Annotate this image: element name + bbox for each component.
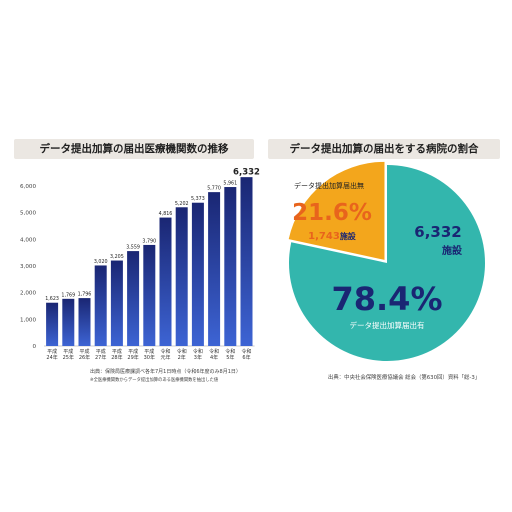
bar [46, 302, 59, 346]
bar-value-label: 4,816 [159, 211, 173, 217]
x-tick-label-year: 27年 [95, 354, 106, 361]
x-tick-label-era: 令和 [225, 348, 235, 355]
bar-chart: 01,0002,0003,0004,0005,0006,0001,623平成24… [20, 168, 260, 361]
bar-value-label: 5,770 [207, 186, 221, 192]
bar [208, 192, 221, 346]
y-tick-label: 3,000 [20, 264, 36, 270]
bar-value-label: 1,769 [61, 292, 75, 298]
bar-chart-footnote: ※全医療機関数からデータ提出加算のある医療機関数を抽出した値 [90, 378, 219, 383]
pie-count-with: 6,332 [414, 223, 461, 241]
x-tick-label-year: 25年 [63, 354, 74, 361]
x-tick-label-era: 平成 [79, 348, 89, 355]
x-tick-label-year: 28年 [111, 354, 122, 361]
y-tick-label: 4,000 [20, 237, 36, 243]
x-tick-label-year: 30年 [144, 354, 155, 361]
x-tick-label-year: 元年 [160, 354, 170, 361]
bar [78, 298, 91, 346]
bar [143, 244, 156, 346]
bar [224, 187, 237, 346]
pie-pct-without: 21.6% [292, 200, 372, 226]
x-tick-label-era: 平成 [112, 348, 122, 355]
x-tick-label-year: 5年 [226, 354, 234, 361]
pie-slice-with [289, 165, 485, 361]
pie-chart-title: データ提出加算の届出をする病院の割合 [268, 139, 500, 159]
pie-label-with: データ提出加算届出有 [350, 320, 425, 330]
pie-count-with-unit: 施設 [442, 244, 463, 257]
bar-value-label: 5,961 [223, 181, 237, 187]
bar [62, 298, 75, 346]
bar-value-label: 3,205 [110, 254, 124, 260]
x-tick-label-era: 平成 [144, 348, 154, 355]
bar [159, 217, 172, 346]
x-tick-label-year: 6年 [242, 354, 250, 361]
bar [175, 207, 188, 346]
bar-value-label: 3,790 [142, 238, 156, 244]
x-tick-label-era: 平成 [128, 348, 138, 355]
x-tick-label-year: 2年 [178, 354, 186, 361]
pie-slice-without [288, 161, 385, 260]
pie-chart: データ提出加算届出無 21.6% 1,743施設 6,332 施設 78.4% データ提出加… [288, 161, 485, 361]
x-tick-label-year: 4年 [210, 354, 218, 361]
bar-value-label: 1,623 [45, 296, 59, 302]
x-tick-label-era: 平成 [47, 348, 57, 355]
bar-value-label: 5,373 [191, 196, 205, 202]
y-tick-label: 0 [32, 344, 36, 350]
pie-label-without: データ提出加算届出無 [294, 181, 364, 190]
x-tick-label-era: 令和 [177, 348, 187, 355]
pie-chart-source: 出典：中央社会保険医療協議会 総会（第630回）資料「総-3」 [328, 375, 481, 381]
x-tick-label-year: 26年 [79, 354, 90, 361]
bar [191, 202, 204, 346]
y-tick-label: 6,000 [20, 184, 36, 190]
y-tick-label: 1,000 [20, 317, 36, 323]
x-tick-label-year: 29年 [127, 354, 138, 361]
bar [127, 251, 140, 346]
bar-value-label: 6,332 [233, 168, 260, 178]
bar-value-label: 3,559 [126, 245, 140, 251]
bar-value-label: 1,796 [78, 292, 92, 298]
pie-count-without: 1,743施設 [308, 231, 357, 242]
x-tick-label-era: 平成 [96, 348, 106, 355]
x-tick-label-year: 3年 [194, 354, 202, 361]
x-tick-label-era: 令和 [160, 348, 170, 355]
x-tick-label-era: 令和 [209, 348, 219, 355]
bar [110, 260, 123, 346]
bar-value-label: 5,202 [175, 201, 189, 207]
x-tick-label-era: 令和 [241, 348, 251, 355]
bar-value-label: 3,020 [94, 259, 108, 265]
bar [240, 177, 253, 346]
bar-chart-source: 出典：保険局医療課調べ各年7月1日時点（令和6年度のみ8月1日） [90, 369, 241, 375]
x-tick-label-era: 平成 [63, 348, 73, 355]
bar-chart-title: データ提出加算の届出医療機関数の推移 [14, 139, 254, 159]
y-tick-label: 5,000 [20, 211, 36, 217]
x-tick-label-era: 令和 [193, 348, 203, 355]
x-tick-label-year: 24年 [46, 354, 57, 361]
y-tick-label: 2,000 [20, 291, 36, 297]
pie-pct-with: 78.4% [331, 280, 442, 318]
bar [94, 265, 107, 346]
